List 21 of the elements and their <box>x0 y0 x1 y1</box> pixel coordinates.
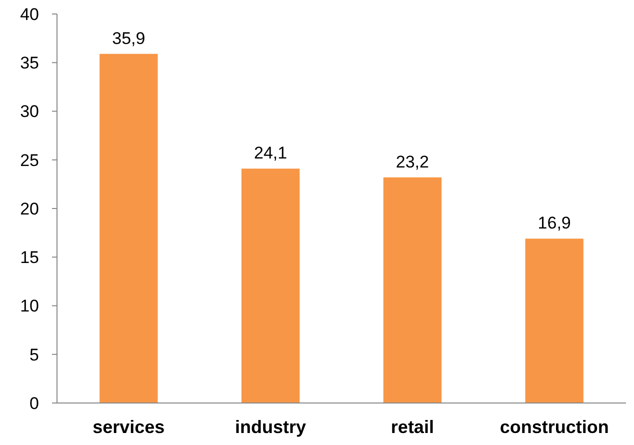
y-tick-label: 35 <box>20 54 39 73</box>
x-tick-label: industry <box>235 417 306 437</box>
bar <box>383 177 442 403</box>
y-tick-label: 20 <box>20 199 39 218</box>
x-tick-label: retail <box>390 417 434 437</box>
y-tick-label: 25 <box>20 150 39 170</box>
data-label: 16,9 <box>538 214 571 233</box>
bar <box>241 168 300 403</box>
y-tick-label: 15 <box>20 248 39 268</box>
data-label: 35,9 <box>112 28 146 48</box>
data-label: 24,1 <box>254 144 288 163</box>
y-tick-label: 5 <box>30 345 39 364</box>
y-tick-label: 0 <box>30 394 39 413</box>
y-tick-label: 40 <box>20 4 39 24</box>
x-tick-label: construction <box>500 417 609 437</box>
bar <box>525 238 584 403</box>
y-tick-label: 10 <box>20 296 39 316</box>
x-tick-label: services <box>92 417 165 437</box>
data-label: 23,2 <box>396 152 429 172</box>
bar <box>100 54 158 403</box>
y-tick-label: 30 <box>20 102 39 122</box>
